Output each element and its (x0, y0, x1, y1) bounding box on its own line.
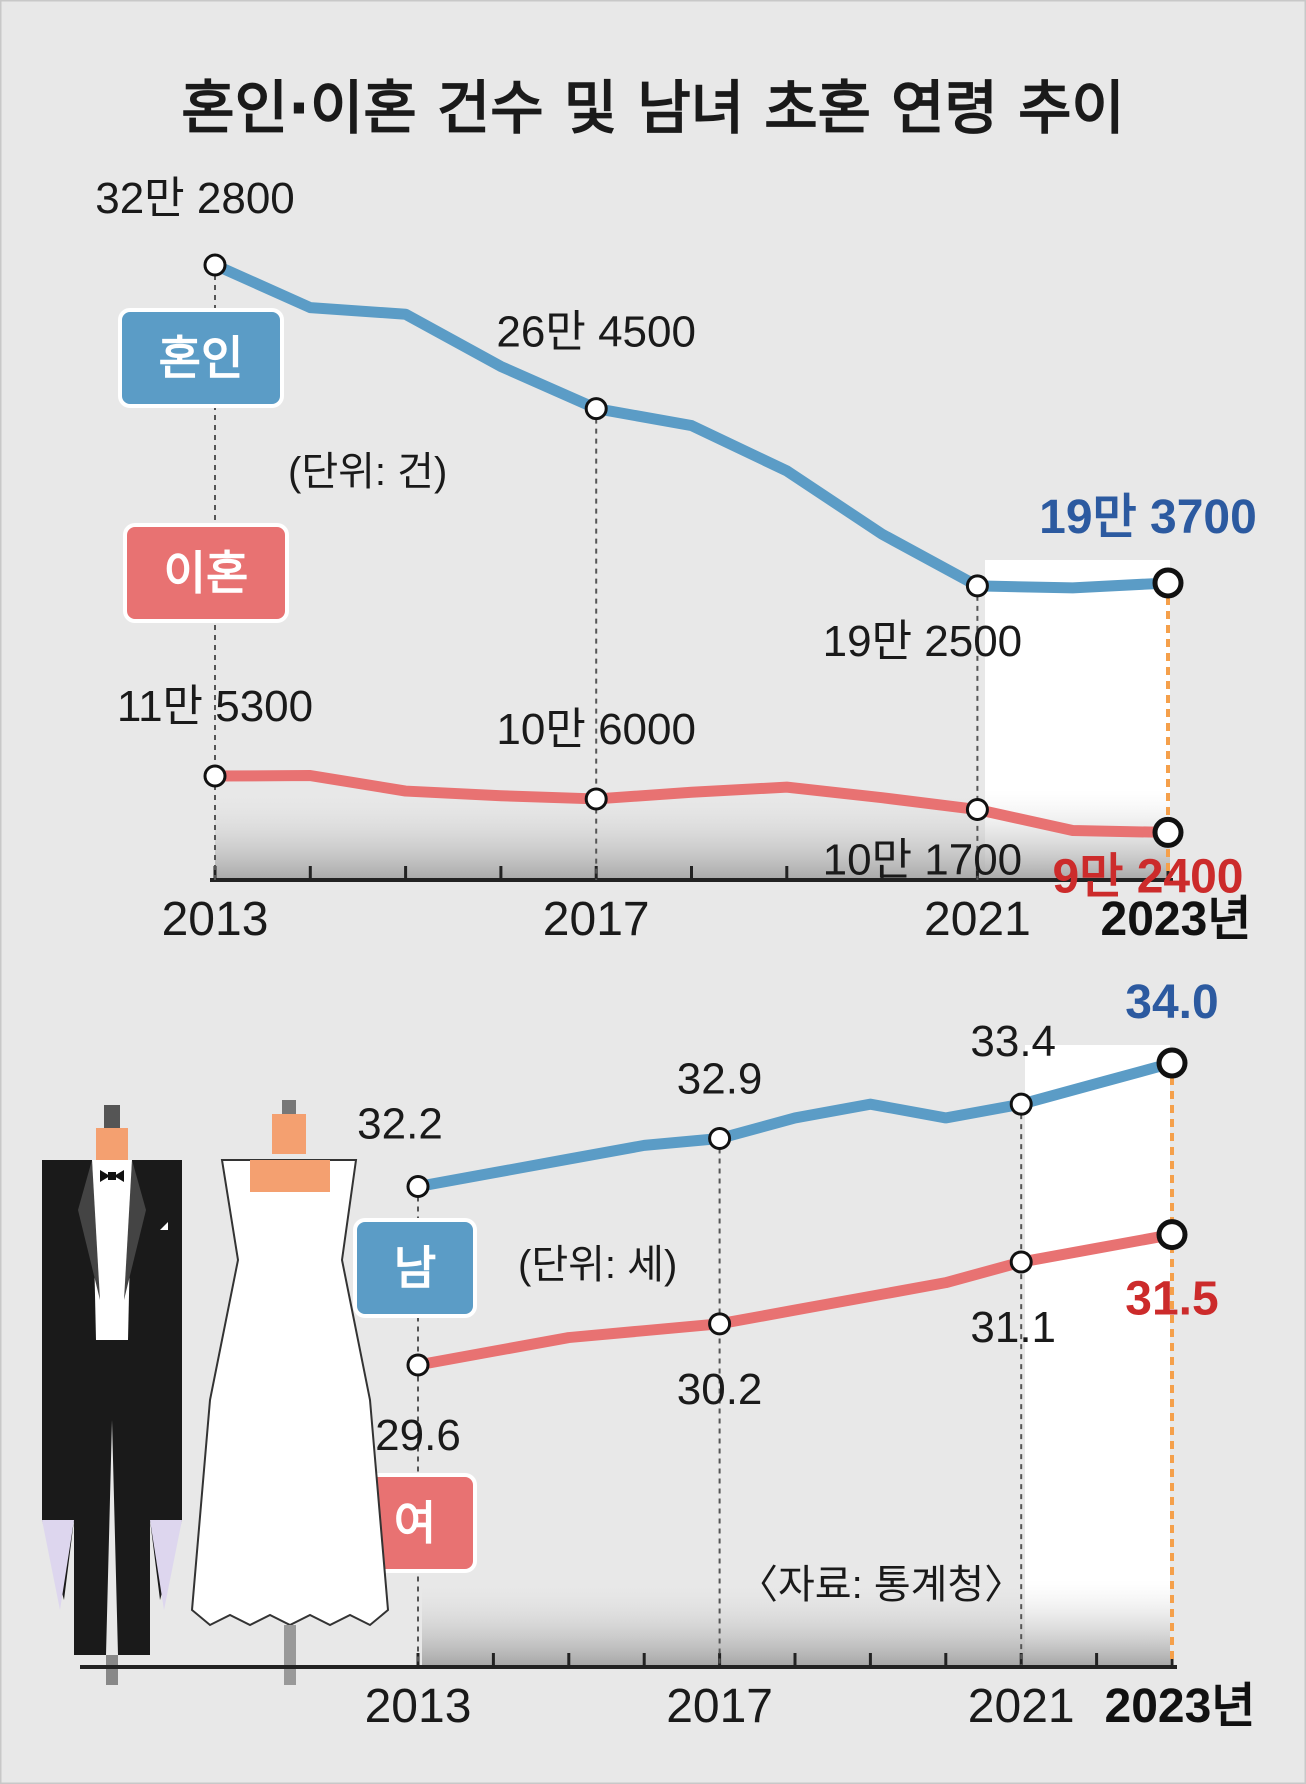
data-point (584, 787, 608, 811)
legend-divorce: 이혼 (123, 523, 289, 623)
data-point (1156, 1047, 1188, 1079)
data-point (406, 1175, 430, 1199)
x-tick-label: 2013 (365, 1680, 472, 1733)
data-label: 33.4 (970, 1017, 1056, 1066)
data-label: 10만 1700 (823, 836, 1023, 885)
legend-male-label: 남 (394, 1241, 436, 1295)
data-label: 26만 4500 (496, 308, 696, 357)
series-line-red (412, 1229, 1178, 1371)
data-point (708, 1127, 732, 1150)
chart-marriage-divorce: 32만 2800 26만 4500 19만 2500 19만 3700 11만 5300… (95, 174, 1257, 946)
data-label: 34.0 (1125, 976, 1218, 1029)
x-tick-label: 2023년 (1105, 1680, 1256, 1733)
wedding-dress-icon (190, 1100, 390, 1685)
fade-strip-top (215, 790, 1170, 880)
data-point (965, 574, 989, 598)
series-line-blue (209, 259, 1174, 594)
unit-label-count: (단위: 건) (288, 450, 447, 494)
data-point (203, 764, 227, 788)
legend-divorce-label: 이혼 (164, 546, 249, 600)
data-label: 9만 2400 (1053, 850, 1244, 903)
highlight-panel-bottom (1025, 1045, 1170, 1665)
chart-title: 혼인·이혼 건수 및 남녀 초혼 연령 추이 (181, 74, 1125, 142)
x-tick-label: 2023년 (1101, 893, 1252, 946)
fade-strip-bottom (422, 1580, 1170, 1665)
data-point (1009, 1092, 1033, 1116)
tuxedo-icon (42, 1105, 182, 1685)
x-tick-label: 2021 (924, 893, 1031, 946)
data-label: 29.6 (375, 1411, 461, 1460)
data-point (406, 1353, 430, 1377)
data-label: 31.1 (970, 1303, 1056, 1352)
data-label: 11만 5300 (117, 682, 313, 731)
data-label: 10만 6000 (496, 705, 696, 754)
data-point (1156, 1219, 1188, 1251)
legend-marriage: 혼인 (118, 308, 284, 408)
data-label: 32.2 (357, 1100, 443, 1149)
legend-female-label: 여 (394, 1496, 436, 1550)
data-point (1009, 1250, 1033, 1274)
data-label: 31.5 (1125, 1273, 1218, 1326)
data-label: 32만 2800 (95, 174, 295, 223)
x-tick-label: 2021 (968, 1680, 1075, 1733)
data-point (584, 397, 608, 421)
data-point (1152, 816, 1184, 848)
data-point (965, 798, 989, 822)
data-label: 19만 3700 (1039, 491, 1257, 544)
unit-label-age: (단위: 세) (518, 1243, 677, 1287)
legend-male: 남 (353, 1218, 477, 1318)
data-label: 30.2 (677, 1365, 763, 1414)
data-label: 32.9 (677, 1055, 763, 1104)
x-tick-label: 2013 (162, 893, 269, 946)
data-point (203, 253, 227, 277)
x-tick-label: 2017 (543, 893, 650, 946)
data-label: 19만 2500 (823, 617, 1023, 666)
source-label: 〈자료: 통계청〉 (738, 1563, 1024, 1607)
series-line-red (209, 770, 1174, 838)
series-line-blue (412, 1057, 1178, 1193)
x-tick-label: 2017 (666, 1680, 773, 1733)
data-point (1152, 567, 1184, 599)
chart-first-marriage-age: 32.2 32.9 33.4 34.0 29.6 30.2 31.1 31.5 2013 2017… (357, 976, 1255, 1733)
data-point (708, 1312, 732, 1336)
legend-marriage-label: 혼인 (159, 331, 244, 385)
legend-female: 여 (353, 1473, 477, 1573)
